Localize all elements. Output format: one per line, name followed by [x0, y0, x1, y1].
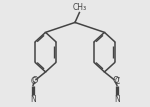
Text: N: N: [30, 95, 36, 104]
Text: O: O: [31, 76, 38, 85]
Text: N: N: [114, 95, 120, 104]
Text: C: C: [114, 77, 120, 86]
Text: C: C: [30, 77, 36, 86]
Text: CH₃: CH₃: [72, 3, 87, 12]
Text: O: O: [112, 76, 119, 85]
